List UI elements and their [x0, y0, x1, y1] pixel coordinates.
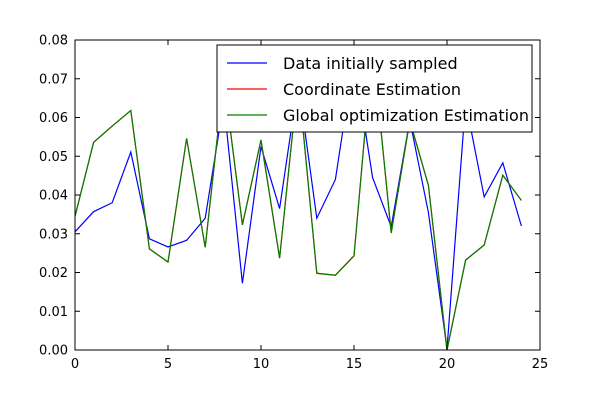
x-tick-label: 10: [253, 357, 270, 372]
legend-label-data-initially-sampled: Data initially sampled: [283, 54, 458, 73]
y-tick-label: 0.01: [39, 305, 68, 320]
y-tick-label: 0.05: [39, 150, 68, 165]
y-tick-label: 0.06: [39, 111, 68, 126]
legend-label-coordinate-estimation: Coordinate Estimation: [283, 80, 461, 99]
x-tick-label: 0: [71, 357, 79, 372]
y-tick-label: 0.00: [39, 344, 68, 359]
legend: Data initially sampled Coordinate Estimat…: [216, 44, 533, 133]
y-tick-label: 0.03: [39, 227, 68, 242]
x-tick-label: 25: [532, 357, 549, 372]
y-tick-label: 0.04: [39, 189, 68, 204]
y-tick-label: 0.07: [39, 72, 68, 87]
legend-label-global-optimization-estimation: Global optimization Estimation: [283, 106, 529, 125]
x-tick-label: 5: [164, 357, 172, 372]
x-tick-label: 15: [346, 357, 363, 372]
x-tick-label: 20: [439, 357, 456, 372]
y-tick-label: 0.02: [39, 266, 68, 281]
y-tick-label: 0.08: [39, 34, 68, 49]
ticks-layer: 0 5 10 15 20 25 0.00 0.01 0.02 0.03 0.04 0.05 0.06 0.…: [39, 34, 548, 373]
legend-box: [216, 44, 533, 133]
